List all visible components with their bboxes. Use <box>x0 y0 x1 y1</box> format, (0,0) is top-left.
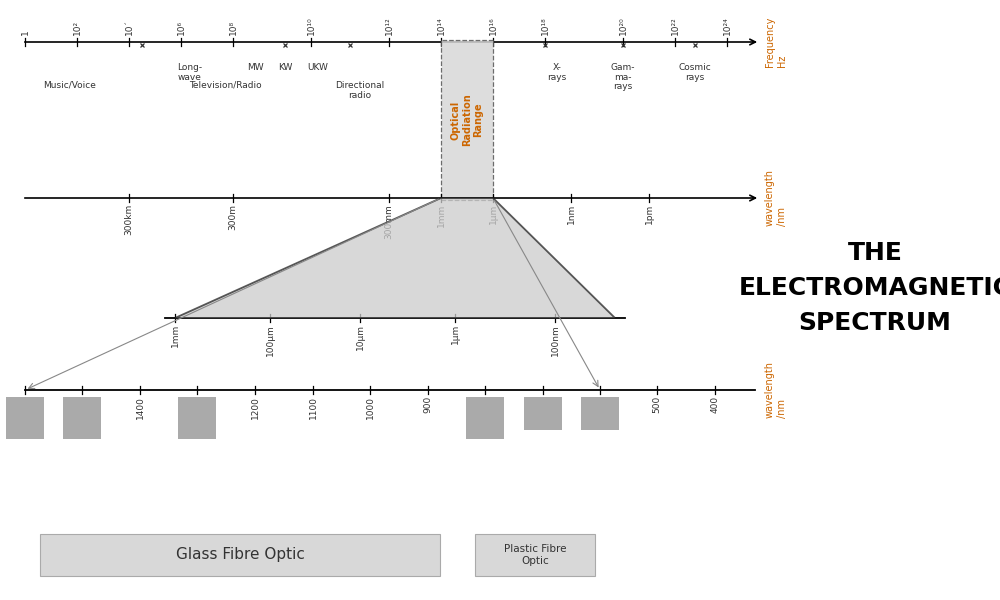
Text: 1nm: 1nm <box>566 204 576 224</box>
Text: 1100: 1100 <box>308 396 318 419</box>
Text: 500: 500 <box>652 396 662 413</box>
Text: 1400: 1400 <box>136 396 144 419</box>
Text: 300mm: 300mm <box>384 204 394 239</box>
Text: 100nm: 100nm <box>550 324 560 356</box>
Text: Cosmic
rays: Cosmic rays <box>679 63 711 82</box>
Text: Music/Voice: Music/Voice <box>44 81 96 90</box>
Text: 10¹²: 10¹² <box>384 16 394 35</box>
Bar <box>441 40 493 200</box>
Text: 300km: 300km <box>124 204 134 235</box>
Text: wavelength
/nm: wavelength /nm <box>765 169 787 226</box>
Text: Gam-
ma-
rays: Gam- ma- rays <box>611 63 635 91</box>
Text: Long-
wave: Long- wave <box>177 63 203 82</box>
Bar <box>40 534 440 576</box>
Text: Television/Radio: Television/Radio <box>189 81 261 90</box>
Text: THE
ELECTROMAGNETIC
SPECTRUM: THE ELECTROMAGNETIC SPECTRUM <box>738 241 1000 335</box>
Bar <box>581 397 619 430</box>
Text: 1600: 1600 <box>20 396 30 419</box>
Text: 700: 700 <box>538 396 548 413</box>
Text: 1mm: 1mm <box>170 324 180 347</box>
Text: 1μm: 1μm <box>450 324 460 344</box>
Text: 10¹⁸: 10¹⁸ <box>540 16 550 35</box>
Text: Frequency
Hz: Frequency Hz <box>765 17 787 67</box>
Bar <box>178 397 216 439</box>
Text: X-
rays: X- rays <box>547 63 567 82</box>
Text: wavelength
/nm: wavelength /nm <box>765 361 787 419</box>
Text: Directional
radio: Directional radio <box>335 81 385 100</box>
Bar <box>524 397 562 430</box>
Text: 1300: 1300 <box>192 396 202 419</box>
Text: UKW: UKW <box>308 63 328 72</box>
Text: Plastic Fibre
Optic: Plastic Fibre Optic <box>504 544 566 566</box>
Bar <box>466 397 504 439</box>
Text: 10²: 10² <box>72 20 82 35</box>
Text: 800: 800 <box>480 396 490 413</box>
Text: MW: MW <box>247 63 263 72</box>
Text: 10²⁰: 10²⁰ <box>618 16 628 35</box>
Text: 900: 900 <box>424 396 432 413</box>
Text: 1: 1 <box>20 29 30 35</box>
Text: 600: 600 <box>596 396 604 413</box>
Text: 1pm: 1pm <box>644 204 654 224</box>
Text: 10¹⁴: 10¹⁴ <box>436 16 446 35</box>
Text: 10¹⁰: 10¹⁰ <box>306 16 316 35</box>
Text: 1500: 1500 <box>78 396 87 419</box>
Bar <box>63 397 101 439</box>
Text: Optical
Radiation
Range: Optical Radiation Range <box>450 94 484 146</box>
Bar <box>475 534 595 576</box>
Polygon shape <box>175 198 615 318</box>
Text: 1200: 1200 <box>250 396 260 419</box>
Text: 1000: 1000 <box>366 396 374 419</box>
Text: 400: 400 <box>710 396 720 413</box>
Text: 10μm: 10μm <box>356 324 364 350</box>
Text: 100μm: 100μm <box>266 324 274 356</box>
Text: 10²⁴: 10²⁴ <box>722 16 732 35</box>
Text: 300m: 300m <box>228 204 238 230</box>
Text: 1μm: 1μm <box>488 204 498 224</box>
Text: 1mm: 1mm <box>436 204 446 227</box>
Text: 10¹⁶: 10¹⁶ <box>488 16 498 35</box>
Text: 10²²: 10²² <box>670 16 680 35</box>
Text: 10⁶: 10⁶ <box>176 20 186 35</box>
Text: 10⁸: 10⁸ <box>228 20 238 35</box>
Text: KW: KW <box>278 63 292 72</box>
Text: 10´: 10´ <box>124 19 134 35</box>
Text: Glass Fibre Optic: Glass Fibre Optic <box>176 547 304 563</box>
Bar <box>6 397 44 439</box>
